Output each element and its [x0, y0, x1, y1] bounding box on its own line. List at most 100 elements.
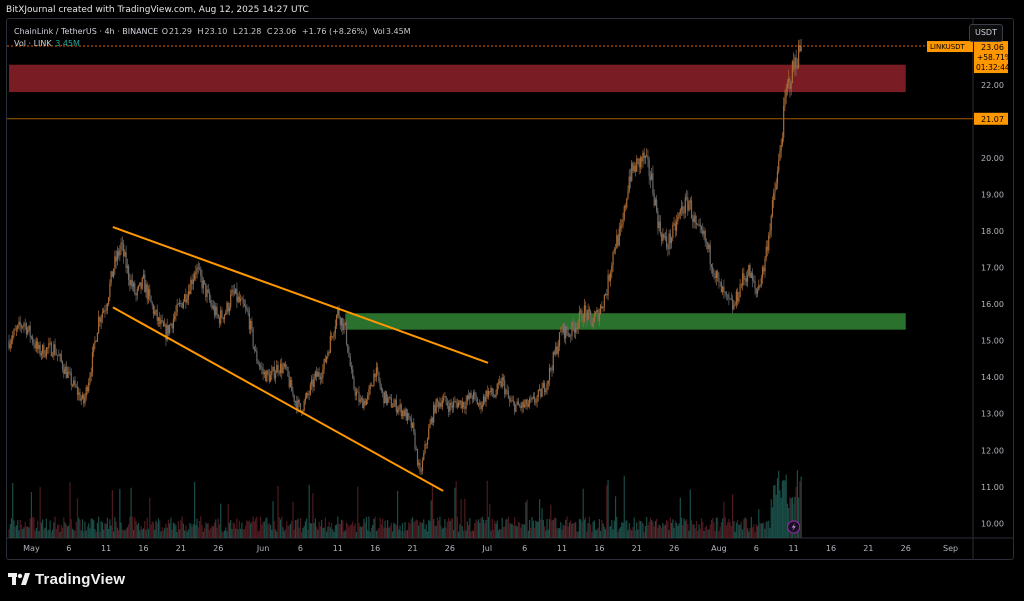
candle-body	[335, 315, 338, 327]
candle-body	[516, 401, 518, 405]
volume-bar	[728, 518, 730, 538]
candle-body	[347, 343, 349, 353]
volume-bar	[771, 507, 774, 538]
volume-bar	[134, 517, 136, 538]
candle-body	[527, 404, 529, 407]
volume-bar	[110, 525, 112, 538]
volume-bar	[577, 531, 579, 538]
candle-body	[634, 165, 637, 172]
candle-body	[159, 317, 161, 325]
candle-body	[479, 402, 481, 405]
volume-bar	[533, 527, 536, 538]
volume-bar	[614, 496, 617, 538]
candle-body	[263, 371, 265, 375]
candle-body	[405, 409, 407, 421]
volume-bar	[608, 526, 610, 538]
volume-bar	[492, 529, 495, 538]
candle-body	[683, 212, 685, 214]
candle-body	[76, 386, 79, 395]
volume-bar	[404, 521, 406, 538]
candle-body	[19, 321, 21, 326]
candle-body	[766, 246, 769, 251]
volume-bar	[729, 522, 731, 538]
candle-body	[172, 319, 175, 329]
chart-panel[interactable]: 10.00 11.00 12.00 13.00 14.00 15.00 16.00 17.00…	[6, 18, 1014, 560]
y-tick-label: 17.00	[981, 264, 1004, 273]
candle-body	[225, 312, 227, 315]
candle-body	[152, 305, 155, 315]
candle-body	[324, 358, 326, 363]
candle-body	[213, 305, 216, 316]
volume-bar	[405, 530, 407, 538]
candle-body	[84, 396, 86, 404]
candle-body	[357, 391, 359, 393]
candle-body	[294, 401, 297, 403]
volume-bar	[68, 525, 70, 538]
volume-bar	[754, 531, 756, 538]
volume-bar	[430, 500, 432, 538]
candle-body	[715, 271, 718, 279]
candle-body	[714, 275, 716, 279]
volume-bar	[664, 524, 666, 538]
candle-body	[56, 354, 59, 356]
volume-bar	[723, 501, 725, 538]
volume-bar	[98, 516, 100, 538]
volume-bar	[406, 530, 409, 538]
candle-body	[104, 310, 106, 312]
volume-bar	[421, 523, 424, 538]
volume-bar	[58, 524, 60, 538]
volume-bar	[546, 518, 548, 538]
candle-body	[499, 381, 501, 383]
candle-body	[560, 331, 562, 333]
volume-bar	[460, 499, 462, 538]
volume-bar	[370, 527, 373, 538]
candle-body	[141, 277, 143, 289]
symbol-label[interactable]: ChainLink / TetherUS · 4h · BINANCE	[14, 27, 159, 36]
candle-body	[24, 323, 26, 325]
candle-body	[685, 197, 688, 199]
candle-body	[215, 306, 217, 316]
volume-bar	[164, 527, 166, 538]
candle-body	[124, 251, 126, 257]
volume-bar	[284, 528, 287, 538]
candle-body	[309, 384, 312, 394]
candle-body	[749, 265, 751, 278]
volume-bar	[84, 521, 86, 538]
candle-body	[246, 308, 248, 311]
candle-body	[570, 335, 572, 337]
candle-body	[763, 267, 765, 272]
volume-bar	[596, 529, 598, 538]
volume-bar	[200, 516, 202, 538]
candle-body	[418, 462, 420, 466]
candle-body	[770, 215, 772, 231]
price-chart[interactable]: 10.00 11.00 12.00 13.00 14.00 15.00 16.00 17.00…	[7, 19, 1013, 559]
candle-body	[253, 346, 255, 350]
candle-body	[223, 314, 226, 320]
volume-bar	[710, 519, 713, 538]
volume-bar	[179, 529, 181, 538]
volume-bar	[576, 531, 578, 538]
volume-bar	[734, 531, 736, 538]
volume-bar	[586, 531, 588, 538]
currency-button[interactable]: USDT	[969, 24, 1003, 42]
volume-bar	[568, 522, 571, 538]
tradingview-logo[interactable]: TradingView	[8, 569, 125, 589]
candle-body	[642, 152, 644, 162]
candle-body	[514, 401, 516, 412]
candle-body	[145, 284, 147, 293]
volume-row-label[interactable]: Vol · LINK	[14, 39, 52, 48]
candle-body	[641, 157, 643, 162]
x-tick-label: 6	[66, 544, 71, 553]
volume-bar	[785, 474, 787, 538]
volume-bar	[293, 529, 295, 538]
candle-body	[571, 322, 573, 337]
candle-body	[664, 236, 666, 238]
candle-body	[506, 390, 508, 392]
volume-bar	[699, 528, 701, 538]
candle-body	[317, 371, 319, 377]
candle-body	[753, 280, 755, 282]
volume-bar	[604, 529, 607, 538]
volume-bar	[623, 475, 625, 538]
candle-body	[126, 265, 128, 268]
candle-body	[585, 305, 587, 311]
